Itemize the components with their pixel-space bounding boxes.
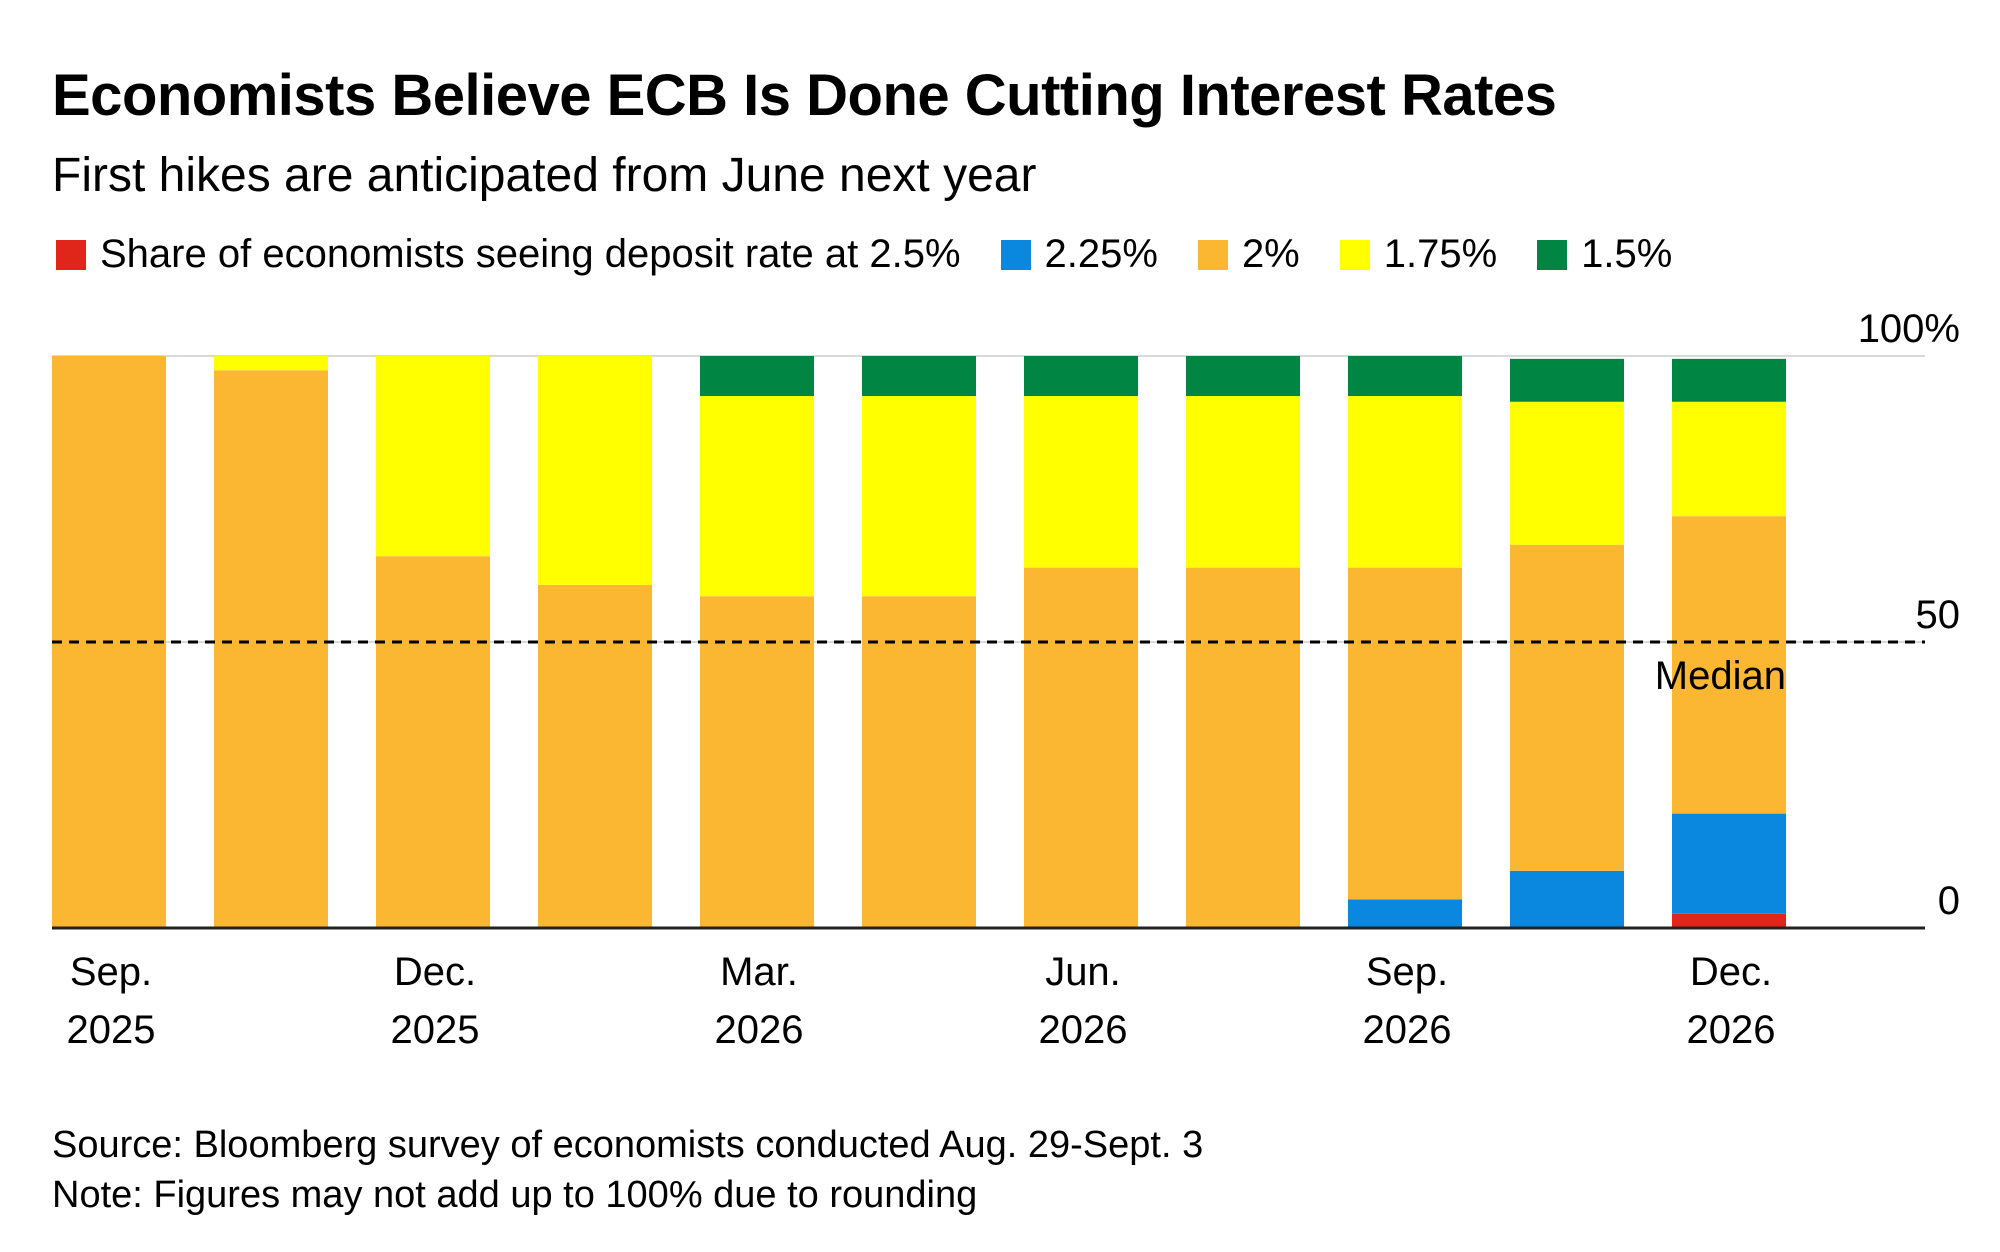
legend-swatch-2-25	[1000, 239, 1031, 270]
bar-segment-9-2	[1510, 544, 1624, 871]
bar-segment-5-2	[862, 596, 976, 928]
bar-segment-8-4	[1348, 356, 1462, 397]
bar-segment-9-1	[1510, 870, 1624, 928]
bar-segment-7-4	[1186, 356, 1300, 397]
axis-layer: 0 50 100% Sep. 2025 Dec. 2025 Mar. 2026 Jun. 2026 S…	[52, 307, 1960, 1052]
bar-segment-10-0	[1672, 913, 1786, 928]
bar-segment-9-4	[1510, 358, 1624, 402]
source-note: Source: Bloomberg survey of economists c…	[52, 1124, 1204, 1166]
rounding-note: Note: Figures may not add up to 100% due…	[52, 1174, 978, 1216]
legend-item-2-5: Share of economists seeing deposit rate …	[56, 232, 961, 277]
bar-segment-9-3	[1510, 401, 1624, 545]
x-tick-label-4-year: 2026	[715, 1008, 804, 1052]
legend: Share of economists seeing deposit rate …	[56, 232, 1712, 277]
chart-title: Economists Believe ECB Is Done Cutting I…	[52, 63, 1557, 128]
bar-segment-8-2	[1348, 567, 1462, 900]
x-tick-label-4-month: Mar.	[720, 950, 798, 994]
bar-segment-7-3	[1186, 396, 1300, 568]
y-tick-label-0: 0	[1938, 879, 1960, 923]
legend-swatch-1-5	[1537, 239, 1568, 270]
bar-segment-10-1	[1672, 813, 1786, 914]
legend-label-1-75: 1.75%	[1383, 232, 1498, 276]
footer: Source: Bloomberg survey of economists c…	[52, 1120, 1203, 1220]
stacked-bar-chart: Median 0 50 100% Sep. 2025 Dec. 2025 Mar. 2026 Ju…	[52, 307, 1960, 1052]
legend-swatch-2	[1197, 239, 1228, 270]
x-tick-label-0-month: Sep.	[70, 950, 152, 994]
bar-segment-3-3	[538, 356, 652, 585]
legend-label-2-25: 2.25%	[1044, 232, 1158, 276]
bar-segment-5-3	[862, 396, 976, 597]
legend-swatch-2-5	[56, 239, 86, 270]
reference-line-layer: Median	[52, 640, 1925, 698]
bar-segment-6-4	[1024, 356, 1138, 397]
bar-segment-6-2	[1024, 567, 1138, 928]
x-tick-label-6-year: 2026	[1039, 1008, 1128, 1052]
y-tick-label-100: 100%	[1858, 307, 1960, 351]
legend-item-2-25: 2.25%	[1000, 232, 1158, 277]
median-label: Median	[1655, 654, 1786, 698]
bar-segment-1-3	[214, 356, 328, 371]
x-tick-label-8-year: 2026	[1363, 1008, 1452, 1052]
x-tick-label-6-month: Jun.	[1045, 950, 1121, 994]
legend-item-2: 2%	[1197, 232, 1300, 277]
legend-label-1-5: 1.5%	[1581, 232, 1673, 276]
bar-segment-10-2	[1672, 516, 1786, 814]
legend-item-1-5: 1.5%	[1537, 232, 1672, 277]
legend-label-2-5: Share of economists seeing deposit rate …	[100, 232, 961, 276]
bar-segment-8-1	[1348, 899, 1462, 928]
x-tick-label-10-year: 2026	[1687, 1008, 1776, 1052]
grid-layer	[52, 355, 1925, 643]
bar-segment-7-2	[1186, 567, 1300, 928]
x-tick-label-2-month: Dec.	[394, 950, 476, 994]
x-tick-label-10-month: Dec.	[1690, 950, 1772, 994]
bar-segment-2-2	[376, 556, 490, 928]
bar-segment-6-3	[1024, 396, 1138, 568]
legend-swatch-1-75	[1339, 239, 1370, 270]
bar-segment-8-3	[1348, 396, 1462, 568]
chart-subtitle: First hikes are anticipated from June ne…	[52, 149, 1037, 202]
legend-label-2: 2%	[1241, 232, 1300, 276]
bar-segment-2-3	[376, 356, 490, 557]
y-tick-label-50: 50	[1916, 593, 1961, 637]
bar-segment-5-4	[862, 356, 976, 397]
x-tick-label-8-month: Sep.	[1366, 950, 1448, 994]
bar-segment-4-3	[700, 396, 814, 597]
bar-segment-4-2	[700, 596, 814, 928]
legend-item-1-75: 1.75%	[1339, 232, 1498, 277]
x-tick-label-0-year: 2025	[67, 1008, 156, 1052]
bar-segment-1-2	[214, 370, 328, 928]
bar-segment-10-4	[1672, 358, 1786, 402]
bar-segment-10-3	[1672, 401, 1786, 517]
bar-segment-4-4	[700, 356, 814, 397]
x-tick-label-2-year: 2025	[391, 1008, 480, 1052]
bars-layer	[52, 356, 1786, 928]
bar-segment-3-2	[538, 584, 652, 928]
